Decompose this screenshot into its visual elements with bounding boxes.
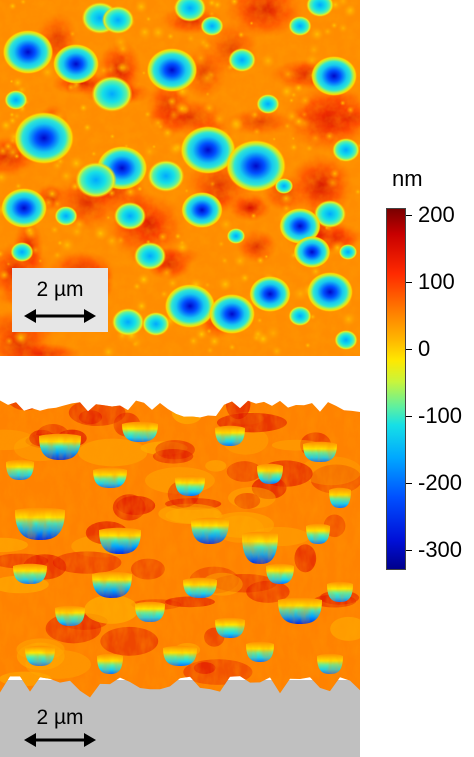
- colorbar-tick-mark: [406, 282, 412, 283]
- surface-pit: [91, 76, 133, 112]
- surface-pit: [200, 16, 224, 36]
- surface-pit: [146, 48, 198, 92]
- afm-3d-perspective-image: [0, 398, 360, 757]
- top-scale-bar: 2 µm: [12, 268, 108, 332]
- surface-pit: [54, 206, 78, 226]
- colorbar-tick-mark: [406, 550, 412, 551]
- surface-pit: [2, 30, 54, 74]
- surface-pit: [306, 0, 334, 17]
- colorbar-tick-label: -300: [418, 536, 463, 562]
- surface-pit: [164, 284, 216, 328]
- height-colorbar: [386, 208, 406, 570]
- surface-pit: [111, 308, 145, 336]
- surface-pit: [53, 44, 99, 84]
- surface-pit: [334, 330, 358, 350]
- surface-pit: [226, 228, 246, 244]
- surface-pit: [338, 244, 358, 260]
- surface-pit: [209, 294, 255, 334]
- surface-pit: [1, 188, 47, 228]
- surface-pit: [173, 0, 207, 22]
- surface-pit: [180, 126, 236, 174]
- surface-pit: [14, 112, 74, 164]
- bottom-scale-bar-label: 2 µm: [36, 706, 84, 729]
- surface-pit: [133, 242, 167, 270]
- colorbar-tick-label: -100: [418, 402, 463, 428]
- surface-pit: [332, 138, 360, 162]
- top-scale-bar-label: 2 µm: [36, 278, 84, 301]
- colorbar-tick-mark: [406, 349, 412, 350]
- double-arrow-icon: [24, 733, 96, 747]
- surface-pit: [181, 192, 223, 228]
- colorbar-unit-label: nm: [392, 166, 423, 191]
- surface-pit: [10, 242, 34, 262]
- colorbar-tick-mark: [406, 416, 412, 417]
- surface-pit: [274, 178, 294, 194]
- surface-pit: [288, 306, 312, 326]
- surface-pit: [249, 276, 291, 312]
- surface-pit: [311, 56, 357, 96]
- surface-pit: [279, 208, 321, 244]
- colorbar-tick-label: -200: [418, 469, 463, 495]
- surface-pit: [75, 162, 117, 198]
- colorbar-tick-label: 0: [418, 335, 431, 361]
- surface-pit: [4, 90, 28, 110]
- surface-pit: [293, 236, 331, 268]
- surface-pit: [288, 16, 312, 36]
- base-plane: [0, 680, 360, 757]
- surface-pit: [226, 140, 286, 192]
- surface-pit: [228, 48, 256, 72]
- surface-pit: [256, 94, 280, 114]
- surface-pit: [101, 6, 135, 34]
- surface-pit: [307, 272, 353, 312]
- colorbar-tick-mark: [406, 215, 412, 216]
- bottom-scale-bar: 2 µm: [12, 696, 108, 754]
- double-arrow-icon: [24, 309, 96, 323]
- surface-pit: [313, 200, 347, 228]
- surface-pit: [113, 202, 147, 230]
- colorbar-tick-label: 100: [418, 268, 455, 294]
- surface-pit: [142, 312, 170, 336]
- colorbar-tick-label: 200: [418, 201, 455, 227]
- colorbar-tick-mark: [406, 483, 412, 484]
- surface-pit: [147, 160, 185, 192]
